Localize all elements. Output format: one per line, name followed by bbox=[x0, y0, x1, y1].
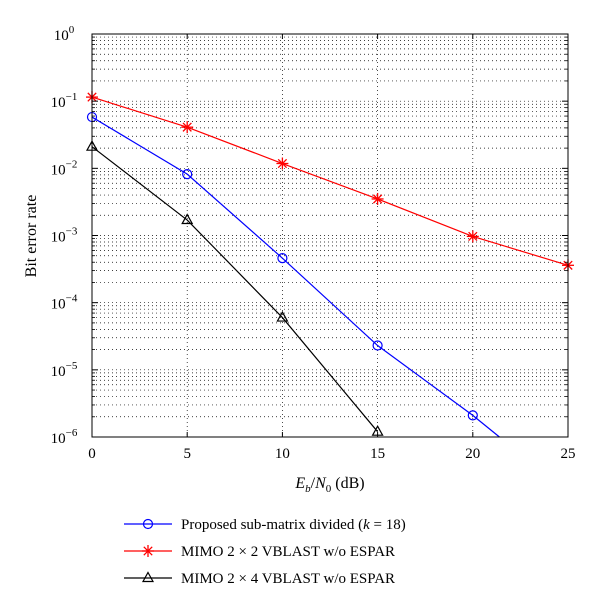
y-tick-label: 10−4 bbox=[51, 293, 78, 313]
y-axis-title: Bit error rate bbox=[23, 195, 40, 278]
marker-star-stroke bbox=[277, 158, 288, 169]
legend-label-mimo2x2: MIMO 2 × 2 VBLAST w/o ESPAR bbox=[181, 544, 395, 560]
y-tick-label: 10−1 bbox=[51, 91, 78, 111]
axis-ticks bbox=[91, 33, 569, 438]
x-tick-label: 5 bbox=[183, 446, 191, 462]
marker-star-stroke bbox=[182, 122, 192, 132]
legend-label-mimo2x4: MIMO 2 × 4 VBLAST w/o ESPAR bbox=[181, 571, 395, 587]
x-tick-label: 20 bbox=[465, 446, 480, 462]
marker-triangle bbox=[181, 213, 194, 225]
legend-item-mimo2x4: MIMO 2 × 4 VBLAST w/o ESPAR bbox=[124, 571, 395, 587]
marker-star-stroke bbox=[468, 231, 478, 242]
x-tick-label: 15 bbox=[370, 446, 385, 462]
y-tick-label: 10−6 bbox=[51, 427, 78, 447]
legend-marker-circle bbox=[142, 518, 154, 530]
x-axis-title-zero: 0 bbox=[326, 483, 332, 495]
marker-star bbox=[466, 230, 479, 243]
marker-star-stroke bbox=[372, 194, 383, 204]
series-line-2 bbox=[91, 146, 379, 433]
y-tick-label: 100 bbox=[54, 24, 75, 44]
legend-label-proposed: Proposed sub-matrix divided (k = 18) bbox=[181, 517, 406, 533]
legend-item-proposed: Proposed sub-matrix divided (k = 18) bbox=[124, 517, 406, 533]
x-axis-title-N: N bbox=[314, 475, 327, 492]
marker-circle bbox=[277, 253, 288, 264]
marker-star bbox=[371, 192, 384, 205]
marker-circle bbox=[372, 340, 383, 351]
x-axis-title-b: b bbox=[305, 483, 311, 495]
x-axis-title-unit: (dB) bbox=[331, 475, 364, 492]
x-axis-title-E: E bbox=[294, 475, 305, 492]
marker-circle bbox=[467, 410, 478, 421]
series-line-1 bbox=[91, 96, 569, 266]
legend-item-mimo2x2: MIMO 2 × 2 VBLAST w/o ESPAR bbox=[124, 544, 395, 560]
legend-marker-triangle bbox=[141, 571, 155, 583]
x-tick-label: 10 bbox=[275, 446, 290, 462]
y-tick-label: 10−3 bbox=[51, 226, 78, 246]
marker-star bbox=[181, 121, 194, 134]
x-axis-title: Eb/N0 (dB) bbox=[294, 475, 364, 495]
marker-circle bbox=[182, 169, 193, 180]
x-axis-title-slash: / bbox=[311, 475, 316, 492]
x-tick-label: 25 bbox=[561, 446, 576, 462]
x-tick-label: 0 bbox=[88, 446, 96, 462]
legend-marker-star bbox=[142, 545, 154, 557]
legend: Proposed sub-matrix divided (k = 18) MIM… bbox=[124, 517, 406, 587]
series-lines bbox=[91, 96, 569, 438]
series-markers bbox=[85, 91, 574, 436]
y-tick-label: 10−2 bbox=[51, 158, 78, 178]
marker-triangle bbox=[276, 310, 289, 322]
marker-star bbox=[276, 157, 289, 170]
grid bbox=[91, 34, 569, 438]
y-tick-labels: 100 10−1 10−2 10−3 10−4 10−5 10−6 bbox=[51, 24, 78, 447]
x-tick-labels: 0 5 10 15 20 25 bbox=[88, 446, 575, 462]
y-tick-label: 10−5 bbox=[51, 360, 78, 380]
series-line-0 bbox=[91, 116, 500, 438]
